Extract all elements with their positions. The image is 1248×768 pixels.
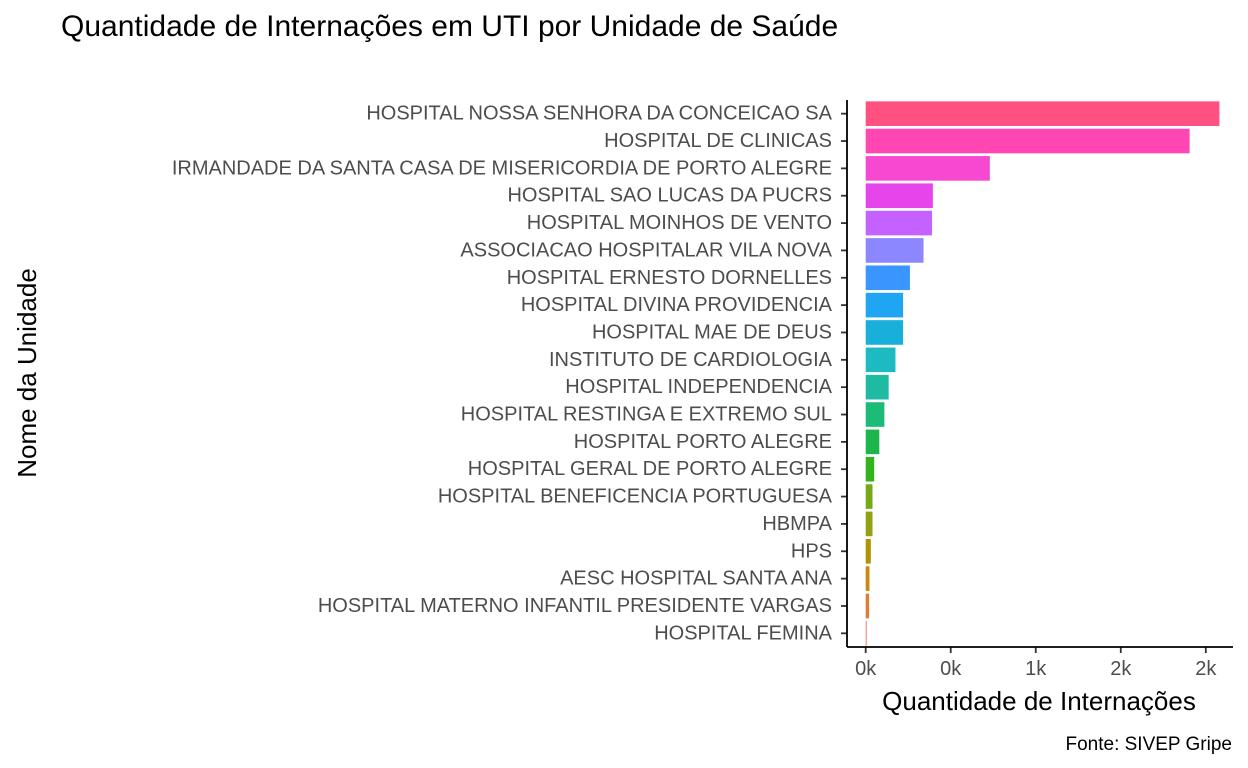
- y-tick-label: HOSPITAL INDEPENDENCIA: [565, 376, 832, 398]
- bar: [865, 429, 880, 455]
- x-axis-label: Quantidade de Internações: [882, 686, 1196, 716]
- bar: [865, 128, 1190, 154]
- bar: [865, 156, 990, 181]
- bar: [865, 484, 873, 509]
- y-tick-label: HPS: [791, 540, 832, 562]
- bar: [865, 183, 933, 209]
- y-ticks: [841, 112, 847, 635]
- y-tick-label: HOSPITAL BENEFICENCIA PORTUGUESA: [438, 486, 833, 508]
- chart-title: Quantidade de Internações em UTI por Uni…: [61, 10, 839, 43]
- x-tick-label: 0k: [940, 658, 962, 680]
- y-tick-label: AESC HOSPITAL SANTA ANA: [560, 568, 833, 590]
- y-tick-label: HOSPITAL SAO LUCAS DA PUCRS: [507, 185, 832, 207]
- bar: [865, 456, 875, 482]
- bar: [865, 320, 904, 345]
- x-tick-label: 2k: [1195, 658, 1217, 680]
- y-tick-label: HOSPITAL MOINHOS DE VENTO: [527, 212, 832, 234]
- y-tick-label: HOSPITAL MAE DE DEUS: [592, 321, 832, 343]
- y-tick-label: HOSPITAL NOSSA SENHORA DA CONCEICAO SA: [366, 103, 832, 125]
- y-axis-label: Nome da Unidade: [12, 268, 42, 478]
- bar: [865, 210, 933, 236]
- y-tick-label: IRMANDADE DA SANTA CASA DE MISERICORDIA …: [172, 157, 832, 179]
- y-tick-label: HOSPITAL DIVINA PROVIDENCIA: [521, 294, 833, 316]
- bar: [865, 593, 870, 619]
- y-tick-label: HOSPITAL RESTINGA E EXTREMO SUL: [461, 404, 832, 426]
- bar: [865, 374, 889, 400]
- bar: [865, 347, 896, 373]
- bar: [865, 621, 867, 646]
- y-tick-label: HOSPITAL MATERNO INFANTIL PRESIDENTE VAR…: [318, 595, 832, 617]
- bar: [865, 292, 904, 318]
- bar: [865, 566, 870, 591]
- bar: [865, 402, 885, 427]
- y-tick-label: HOSPITAL DE CLINICAS: [604, 130, 832, 152]
- y-tick-label: HOSPITAL FEMINA: [654, 622, 832, 644]
- y-tick-label: HOSPITAL ERNESTO DORNELLES: [507, 267, 832, 289]
- bar: [865, 101, 1220, 126]
- bar: [865, 511, 873, 537]
- y-tick-labels: HOSPITAL NOSSA SENHORA DA CONCEICAO SA HO…: [172, 103, 833, 645]
- x-tick-label: 0k: [855, 658, 877, 680]
- y-tick-label: HBMPA: [762, 513, 832, 535]
- caption: Fonte: SIVEP Gripe: [1065, 734, 1232, 755]
- y-tick-label: HOSPITAL GERAL DE PORTO ALEGRE: [468, 458, 832, 480]
- y-tick-label: HOSPITAL PORTO ALEGRE: [574, 431, 832, 453]
- y-tick-label: INSTITUTO DE CARDIOLOGIA: [549, 349, 833, 371]
- bars-layer: [865, 101, 1220, 646]
- y-tick-label: ASSOCIACAO HOSPITALAR VILA NOVA: [460, 239, 832, 261]
- x-ticks: 0k 0k 1k 2k 2k: [855, 647, 1217, 680]
- x-tick-label: 2k: [1110, 658, 1132, 680]
- x-tick-label: 1k: [1025, 658, 1047, 680]
- bar: [865, 538, 871, 564]
- bar: [865, 238, 924, 263]
- bar: [865, 265, 910, 291]
